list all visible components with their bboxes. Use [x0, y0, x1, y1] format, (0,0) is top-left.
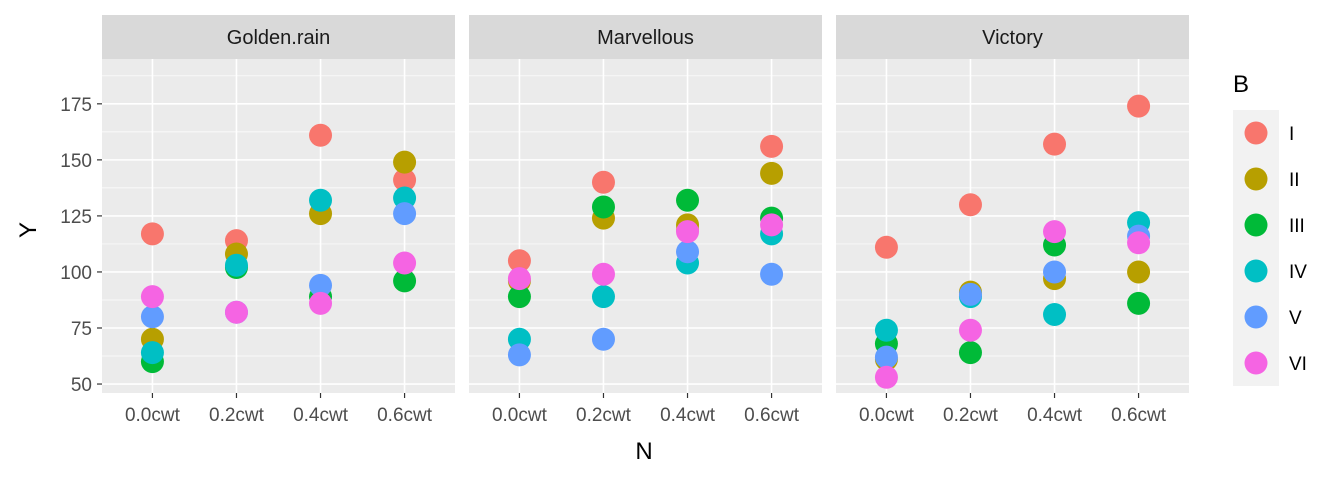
panel-golden-rain: Golden.rain — [102, 15, 455, 393]
data-point-iii — [507, 285, 531, 309]
facet-strip — [102, 15, 455, 59]
legend-label: III — [1289, 216, 1305, 237]
axes-layer: 0.0cwt 0.2cwt 0.4cwt 0.6cwt 0.0cwt 0.2cwt 0.4c… — [60, 95, 1166, 426]
facet-strip-label: Golden.rain — [227, 27, 330, 49]
data-point-i — [507, 249, 531, 273]
facet-strip — [469, 15, 822, 59]
data-point-iv — [874, 318, 898, 342]
x-tick-label: 0.4cwt — [1027, 405, 1083, 426]
data-point-vi — [1127, 231, 1151, 255]
legend-swatch-ii — [1244, 167, 1268, 191]
y-tick-label: 50 — [71, 375, 92, 396]
legend-swatch-i — [1244, 121, 1268, 145]
data-point-v — [393, 202, 417, 226]
panel-marvellous: Marvellous — [469, 15, 822, 393]
data-point-i — [309, 123, 333, 147]
x-tick-label: 0.2cwt — [576, 405, 632, 426]
data-point-v — [1043, 260, 1067, 284]
data-point-i — [393, 168, 417, 192]
legend-label: II — [1289, 170, 1300, 191]
data-point-i — [1127, 94, 1151, 118]
data-point-vi — [393, 251, 417, 275]
y-tick-label: 100 — [60, 263, 92, 284]
data-point-i — [958, 193, 982, 217]
data-point-vi — [1043, 220, 1067, 244]
y-tick-label: 175 — [60, 95, 92, 116]
data-point-v — [591, 327, 615, 351]
legend-label: I — [1289, 124, 1294, 145]
legend-swatch-v — [1244, 305, 1268, 329]
x-tick-label: 0.2cwt — [209, 405, 265, 426]
data-point-vi — [676, 220, 700, 244]
data-point-v — [140, 305, 164, 329]
data-point-iii — [958, 341, 982, 365]
legend-label: V — [1289, 308, 1302, 329]
data-point-v — [507, 343, 531, 367]
y-tick-label: 125 — [60, 207, 92, 228]
data-point-v — [676, 240, 700, 264]
data-point-iii — [1127, 291, 1151, 315]
data-point-v — [760, 262, 784, 286]
data-point-vi — [507, 267, 531, 291]
data-point-vi — [224, 300, 248, 324]
x-axis-title: N — [635, 438, 652, 465]
data-point-vi — [140, 285, 164, 309]
legend-label: VI — [1289, 354, 1307, 375]
data-point-iv — [224, 253, 248, 277]
data-point-i — [140, 222, 164, 246]
data-point-ii — [760, 161, 784, 185]
x-tick-label: 0.0cwt — [859, 405, 915, 426]
data-point-iii — [393, 269, 417, 293]
data-point-i — [874, 235, 898, 259]
data-point-ii — [393, 150, 417, 174]
x-tick-label: 0.4cwt — [293, 405, 349, 426]
data-point-iii — [591, 195, 615, 219]
legend-swatch-iii — [1244, 213, 1268, 237]
facet-strip-label: Victory — [982, 27, 1043, 49]
data-point-i — [591, 170, 615, 194]
data-point-vi — [591, 262, 615, 286]
data-point-iv — [1043, 303, 1067, 327]
data-point-v — [874, 345, 898, 369]
data-point-vi — [760, 213, 784, 237]
x-tick-label: 0.0cwt — [492, 405, 548, 426]
data-point-iv — [309, 188, 333, 212]
y-tick-label: 75 — [71, 319, 92, 340]
x-tick-label: 0.6cwt — [1111, 405, 1167, 426]
data-point-v — [309, 273, 333, 297]
x-tick-label: 0.0cwt — [125, 405, 181, 426]
data-point-vi — [309, 291, 333, 315]
panel-victory: Victory — [836, 15, 1189, 393]
data-point-ii — [1127, 260, 1151, 284]
data-point-iv — [591, 285, 615, 309]
data-point-vi — [958, 318, 982, 342]
data-point-iii — [676, 188, 700, 212]
data-point-i — [1043, 132, 1067, 156]
data-point-vi — [874, 365, 898, 389]
y-axis-title: Y — [15, 222, 42, 238]
x-tick-label: 0.4cwt — [660, 405, 716, 426]
facet-strip — [836, 15, 1189, 59]
x-tick-label: 0.6cwt — [377, 405, 433, 426]
y-tick-label: 150 — [60, 151, 92, 172]
legend-title: B — [1233, 71, 1249, 98]
x-tick-label: 0.2cwt — [943, 405, 999, 426]
legend-swatch-iv — [1244, 259, 1268, 283]
facet-strip-label: Marvellous — [597, 27, 694, 49]
data-point-i — [760, 134, 784, 158]
data-point-iv — [140, 341, 164, 365]
legend-label: IV — [1289, 262, 1307, 283]
data-point-v — [958, 282, 982, 306]
panels-layer: Golden.rain Marvellous Victory — [102, 15, 1189, 393]
x-tick-label: 0.6cwt — [744, 405, 800, 426]
legend-swatch-vi — [1244, 351, 1268, 375]
